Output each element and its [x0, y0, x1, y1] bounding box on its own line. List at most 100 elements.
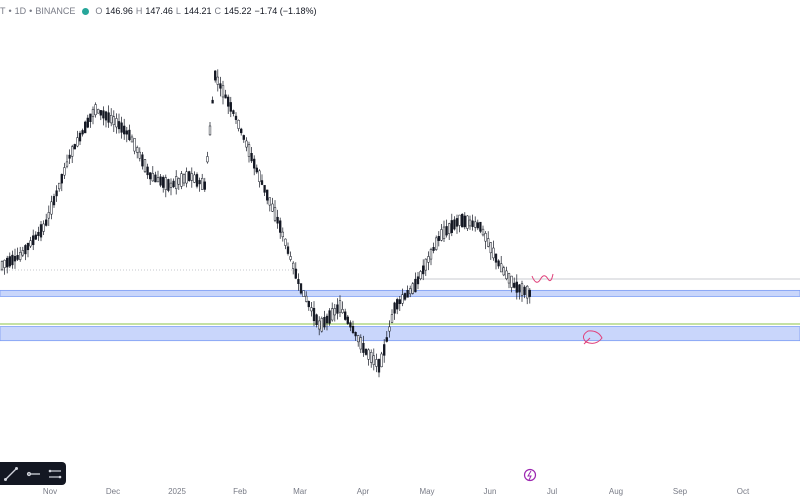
candle[interactable]: [468, 219, 472, 227]
candle[interactable]: [502, 267, 505, 276]
candle[interactable]: [422, 265, 425, 275]
candle[interactable]: [466, 215, 469, 229]
candle[interactable]: [299, 283, 303, 294]
candle[interactable]: [60, 173, 63, 184]
candle[interactable]: [164, 177, 167, 190]
candle[interactable]: [104, 111, 108, 121]
candle[interactable]: [34, 234, 37, 240]
candle[interactable]: [398, 299, 401, 305]
candle[interactable]: [125, 130, 128, 135]
candle[interactable]: [487, 238, 490, 247]
candle[interactable]: [344, 311, 347, 320]
candle[interactable]: [185, 171, 188, 184]
candle[interactable]: [346, 316, 349, 324]
candle[interactable]: [500, 263, 503, 273]
candle[interactable]: [338, 300, 342, 313]
candle[interactable]: [21, 250, 24, 256]
candle[interactable]: [333, 308, 336, 316]
candle[interactable]: [305, 295, 308, 302]
candle[interactable]: [175, 176, 178, 190]
candle[interactable]: [115, 118, 118, 128]
candle[interactable]: [323, 317, 326, 328]
candle[interactable]: [276, 216, 279, 224]
lower-demand-zone[interactable]: [0, 326, 800, 342]
candle[interactable]: [198, 180, 201, 185]
candle[interactable]: [32, 235, 35, 246]
candle[interactable]: [208, 125, 212, 136]
candle[interactable]: [292, 262, 295, 269]
candle[interactable]: [234, 115, 238, 120]
interval-label[interactable]: 1D: [14, 6, 27, 16]
candle[interactable]: [385, 337, 388, 342]
candle[interactable]: [455, 218, 459, 227]
candle[interactable]: [429, 249, 433, 260]
candle[interactable]: [271, 203, 274, 212]
candle[interactable]: [45, 219, 48, 226]
candle[interactable]: [437, 236, 440, 241]
candle[interactable]: [89, 113, 92, 122]
candle[interactable]: [528, 289, 531, 297]
candle[interactable]: [463, 215, 466, 228]
candle[interactable]: [37, 231, 40, 236]
candle[interactable]: [206, 156, 209, 163]
candle[interactable]: [432, 247, 435, 251]
candle[interactable]: [520, 283, 524, 296]
candle[interactable]: [383, 344, 386, 356]
candle[interactable]: [250, 153, 253, 162]
candle[interactable]: [442, 226, 446, 239]
candle[interactable]: [240, 128, 243, 134]
candle[interactable]: [507, 273, 511, 284]
candle[interactable]: [149, 172, 152, 180]
candle[interactable]: [370, 352, 373, 363]
measure-icon[interactable]: [45, 465, 65, 483]
candle[interactable]: [55, 190, 58, 197]
candle[interactable]: [42, 223, 45, 232]
event-marker-icon[interactable]: [523, 468, 537, 482]
candle[interactable]: [380, 353, 383, 368]
candle[interactable]: [26, 242, 30, 251]
candle[interactable]: [107, 112, 110, 123]
candle[interactable]: [336, 304, 339, 314]
candle[interactable]: [193, 174, 196, 183]
candle[interactable]: [91, 108, 95, 118]
candle[interactable]: [97, 109, 100, 114]
candle[interactable]: [73, 144, 76, 150]
candle[interactable]: [497, 260, 500, 267]
candle[interactable]: [328, 310, 331, 324]
candle[interactable]: [11, 254, 14, 266]
candle[interactable]: [526, 285, 529, 299]
candle[interactable]: [180, 173, 183, 187]
candle[interactable]: [76, 137, 79, 147]
candle[interactable]: [513, 282, 516, 288]
candle[interactable]: [29, 240, 32, 247]
candle[interactable]: [130, 136, 134, 143]
candle[interactable]: [136, 147, 139, 153]
candle[interactable]: [458, 214, 461, 226]
candle[interactable]: [476, 222, 479, 229]
candle[interactable]: [216, 76, 219, 85]
candle[interactable]: [325, 315, 329, 324]
candle[interactable]: [372, 355, 375, 365]
candle[interactable]: [341, 309, 344, 314]
candle[interactable]: [182, 174, 186, 184]
candle[interactable]: [13, 256, 17, 262]
candle[interactable]: [489, 242, 492, 254]
candle[interactable]: [362, 342, 365, 353]
candle[interactable]: [448, 223, 451, 234]
candle[interactable]: [424, 258, 427, 271]
candle[interactable]: [359, 337, 362, 350]
candle[interactable]: [47, 212, 50, 219]
candle[interactable]: [195, 174, 199, 187]
candle[interactable]: [357, 335, 360, 343]
candle[interactable]: [281, 231, 284, 238]
candle[interactable]: [63, 167, 66, 176]
trend-line-icon[interactable]: [1, 465, 21, 483]
candle[interactable]: [416, 276, 420, 285]
candle[interactable]: [268, 197, 271, 206]
candle[interactable]: [52, 196, 56, 206]
candle[interactable]: [388, 326, 391, 332]
candle[interactable]: [99, 110, 102, 116]
candle[interactable]: [3, 259, 6, 268]
candle[interactable]: [0, 261, 4, 270]
